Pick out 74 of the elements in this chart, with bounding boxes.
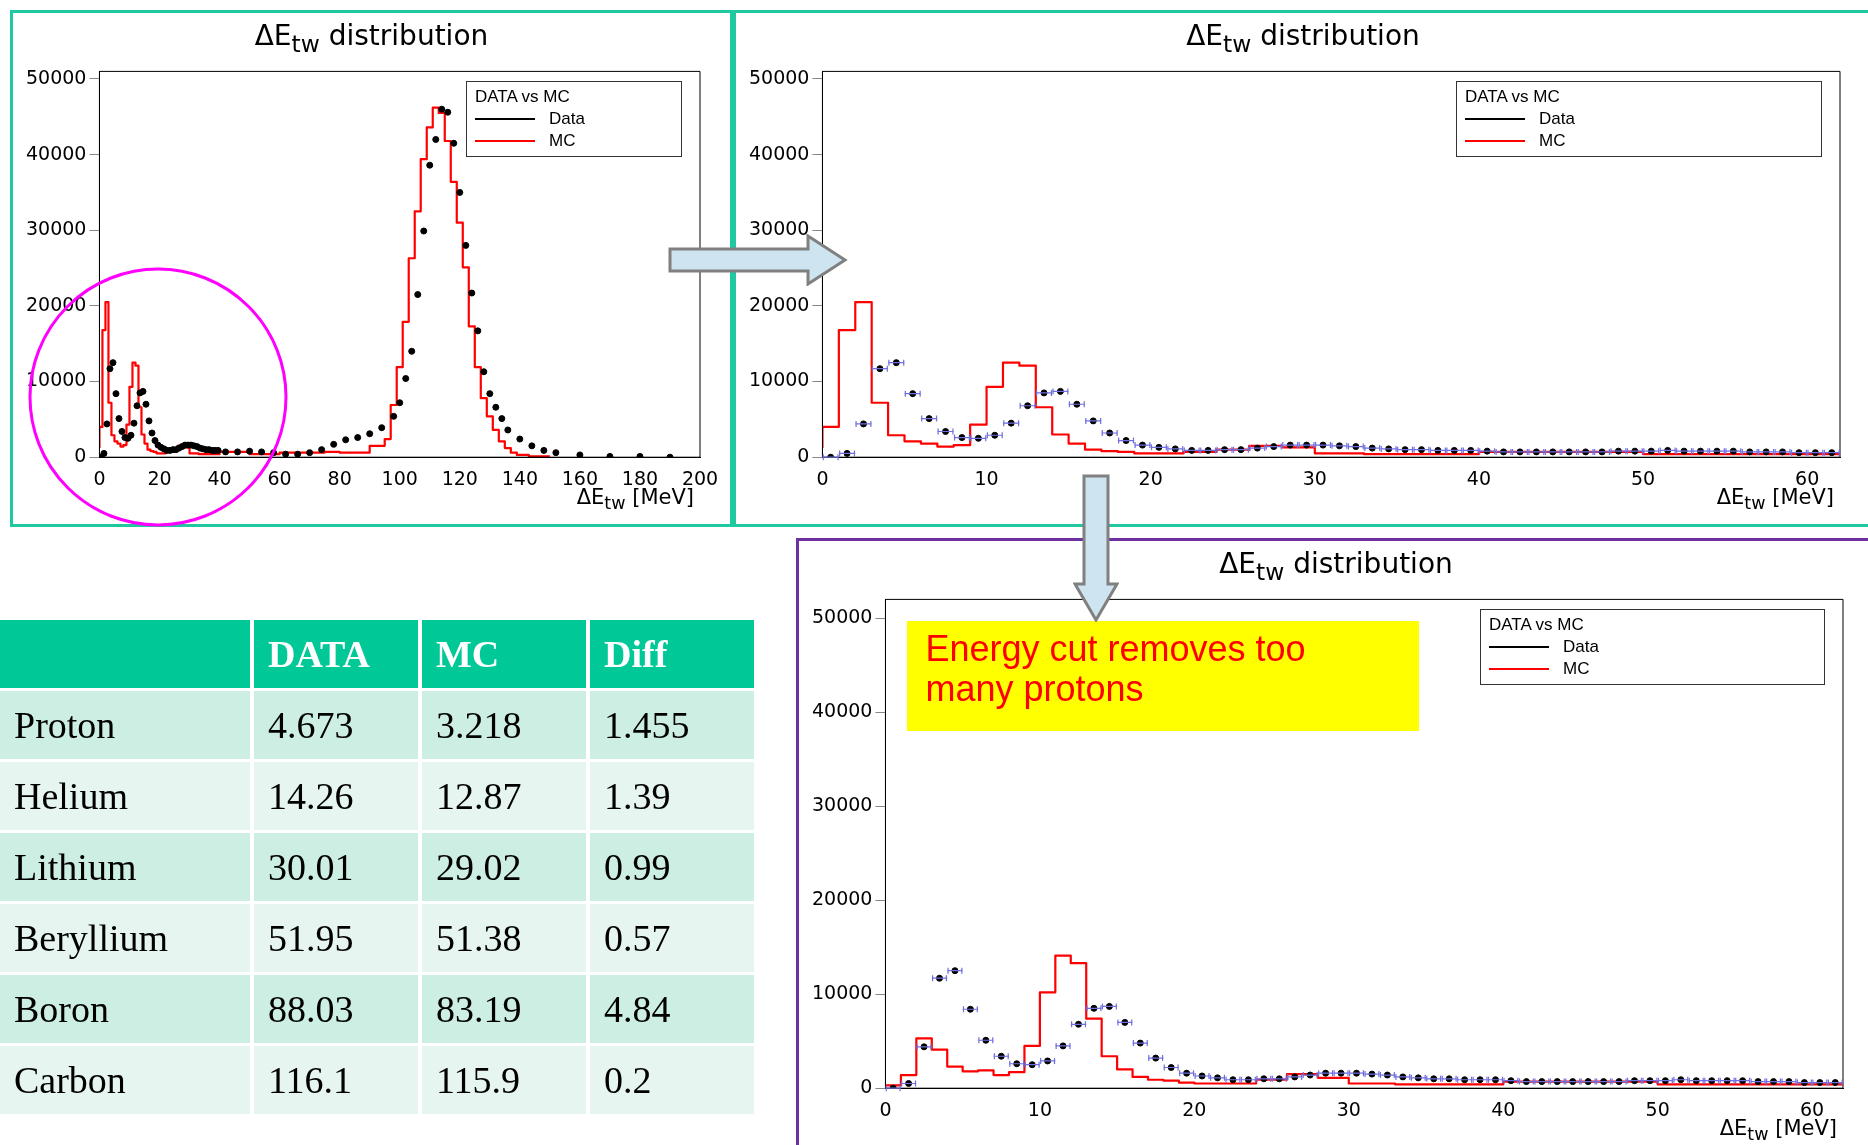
y-tick-label: 50000 — [811, 605, 873, 628]
row-label-cell: Carbon — [0, 1046, 250, 1117]
legend-title: DATA vs MC — [1489, 614, 1585, 637]
data-label: 0.2 — [590, 1046, 754, 1117]
x-tick-label: 100 — [381, 466, 418, 489]
y-tick-label: 50000 — [25, 65, 87, 88]
legend-label: Data — [549, 109, 585, 130]
y-tick-label: 20000 — [811, 887, 873, 910]
data-label: 115.9 — [422, 1046, 586, 1117]
data-label: 1.39 — [590, 762, 754, 833]
x-tick-label: 10 — [974, 466, 999, 489]
y-tick-label: 0 — [860, 1075, 873, 1098]
y-tick-label: 10000 — [811, 981, 873, 1004]
data-label: 4.84 — [590, 975, 754, 1046]
y-tick-label: 40000 — [748, 141, 810, 164]
y-tick-label: 30000 — [748, 217, 810, 240]
x-tick-label: 40 — [1466, 466, 1492, 489]
y-tick-label: 0 — [797, 444, 810, 467]
y-tick-label: 10000 — [748, 368, 810, 391]
legend-label: Data — [1563, 637, 1599, 658]
x-tick-label: DATA — [254, 620, 418, 691]
x-tick-label: 30 — [1336, 1097, 1361, 1120]
x-tick-label: 60 — [267, 466, 292, 489]
annotation: Energy cut removes too many protons — [924, 627, 1307, 711]
y-tick-label: 30000 — [811, 793, 873, 816]
data-label: 3.218 — [422, 691, 586, 762]
data-label: 51.95 — [254, 904, 418, 975]
row-label-cell: Proton — [0, 691, 250, 762]
row-label-cell: Helium — [0, 762, 250, 833]
data-label: 4.673 — [254, 691, 418, 762]
data-label: 29.02 — [422, 833, 586, 904]
y-tick-label: 40000 — [25, 141, 87, 164]
data-label: 51.38 — [422, 904, 586, 975]
chart-title: ΔE$_{tw}$ distribution — [1185, 19, 1421, 58]
row-label-cell: Beryllium — [0, 904, 250, 975]
chart-title: ΔE$_{tw}$ distribution — [253, 19, 490, 58]
x-tick-label: Diff — [590, 620, 754, 691]
legend-title: DATA vs MC — [1465, 86, 1561, 109]
chart-title: ΔE$_{tw}$ distribution — [1218, 547, 1454, 586]
data-label: 83.19 — [422, 975, 586, 1046]
x-tick-label: 20 — [1182, 1097, 1207, 1120]
legend-label: MC — [1539, 131, 1566, 152]
x-tick-label: 80 — [327, 466, 352, 489]
legend-label: MC — [549, 131, 576, 152]
x-tick-label: 50 — [1630, 466, 1656, 489]
x-tick-label: MC — [422, 620, 586, 691]
data-label: 1.455 — [590, 691, 754, 762]
x-tick-label: 120 — [441, 466, 478, 489]
x-tick-label: 0 — [93, 466, 106, 489]
data-label: 14.26 — [254, 762, 418, 833]
legend-label: Data — [1539, 109, 1575, 130]
row-label-cell: Lithium — [0, 833, 250, 904]
legend-title: DATA vs MC — [475, 86, 571, 109]
x-tick-label: 10 — [1027, 1097, 1052, 1120]
y-tick-label: 20000 — [748, 292, 810, 315]
data-label: 0.57 — [590, 904, 754, 975]
x-tick-label: 40 — [207, 466, 232, 489]
x-tick-label: 40 — [1491, 1097, 1516, 1120]
y-tick-label: 30000 — [25, 217, 87, 240]
y-tick-label: 40000 — [811, 699, 873, 722]
y-tick-label: 0 — [74, 444, 87, 467]
y-tick-label: 50000 — [748, 65, 810, 88]
data-label: 12.87 — [422, 762, 586, 833]
data-label: 88.03 — [254, 975, 418, 1046]
x-tick-label: 50 — [1645, 1097, 1670, 1120]
row-label-cell: Boron — [0, 975, 250, 1046]
x-tick-label: 20 — [1138, 466, 1163, 489]
data-label: 116.1 — [254, 1046, 418, 1117]
x-tick-label: 20 — [147, 466, 172, 489]
data-label: 0.99 — [590, 833, 754, 904]
x-tick-label: 0 — [879, 1097, 892, 1120]
x-tick-label: 140 — [501, 466, 538, 489]
x-tick-label: 30 — [1302, 466, 1327, 489]
data-label: 30.01 — [254, 833, 418, 904]
